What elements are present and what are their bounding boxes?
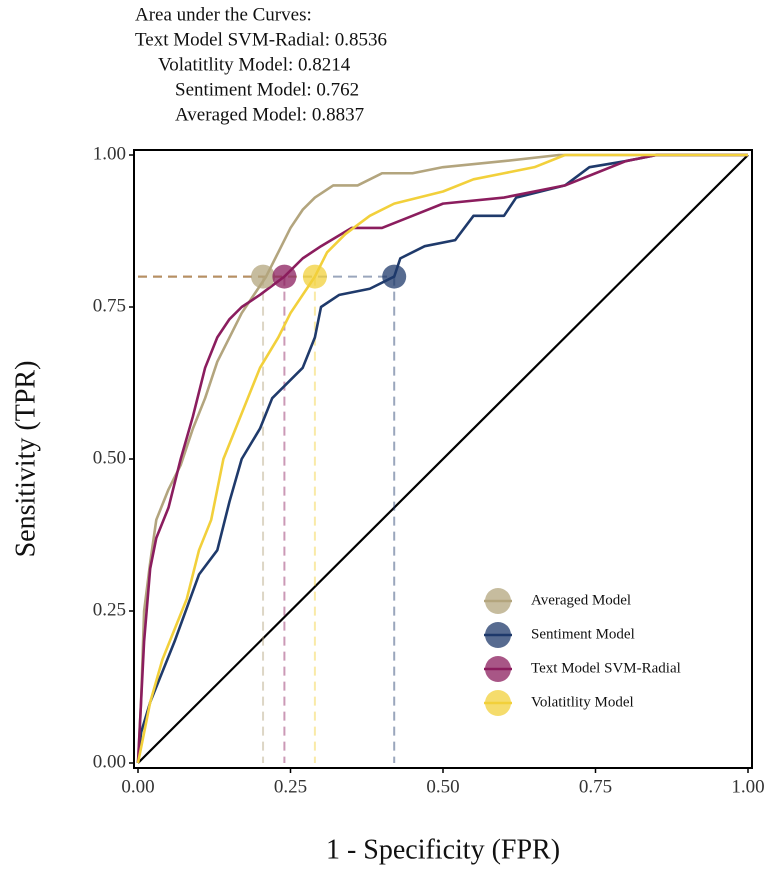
x-tick-label: 0.00 (121, 776, 154, 797)
y-tick-label: 0.00 (93, 751, 126, 772)
x-tick-label: 0.50 (426, 776, 459, 797)
reference-line (137, 154, 749, 764)
legend-swatch (485, 588, 511, 614)
annotation: Sentiment Model: 0.762 (175, 79, 359, 100)
legend-label: Sentiment Model (531, 626, 635, 642)
threshold-marker (251, 264, 276, 289)
annotation: Volatitlity Model: 0.8214 (158, 54, 351, 75)
plot-area: 0.00 0.25 0.50 0.75 1.00 0.00 0.25 0.50 0.75 1.00… (93, 143, 765, 797)
y-tick-label: 0.50 (93, 447, 126, 468)
y-tick-label: 1.00 (93, 143, 126, 164)
y-tick-label: 0.75 (93, 295, 126, 316)
roc-curve (136, 153, 748, 764)
legend-swatch (485, 656, 511, 682)
threshold-marker (382, 264, 407, 289)
y-axis-title: Sensitivity (TPR) (10, 361, 41, 558)
legend-swatch (485, 690, 511, 716)
legend-swatch (485, 622, 511, 648)
annotation: Text Model SVM-Radial: 0.8536 (135, 29, 387, 50)
x-tick-label: 0.25 (274, 776, 307, 797)
legend-item: Sentiment Model (484, 622, 635, 648)
legend-label: Volatitlity Model (531, 694, 634, 710)
annotation: Averaged Model: 0.8837 (175, 104, 364, 125)
annotation: Area under the Curves: (135, 4, 312, 25)
roc-curve (136, 153, 748, 764)
x-tick-label: 0.75 (579, 776, 612, 797)
legend-item: Text Model SVM-Radial (484, 656, 681, 682)
legend-label: Text Model SVM-Radial (531, 660, 681, 676)
threshold-marker (302, 264, 327, 289)
legend-label: Averaged Model (531, 592, 631, 608)
threshold-marker (272, 264, 297, 289)
legend-item: Averaged Model (484, 588, 631, 614)
y-tick-label: 0.25 (93, 599, 126, 620)
legend-item: Volatitlity Model (484, 690, 634, 716)
x-axis-title: 1 - Specificity (FPR) (326, 834, 560, 865)
x-tick-label: 1.00 (731, 776, 764, 797)
